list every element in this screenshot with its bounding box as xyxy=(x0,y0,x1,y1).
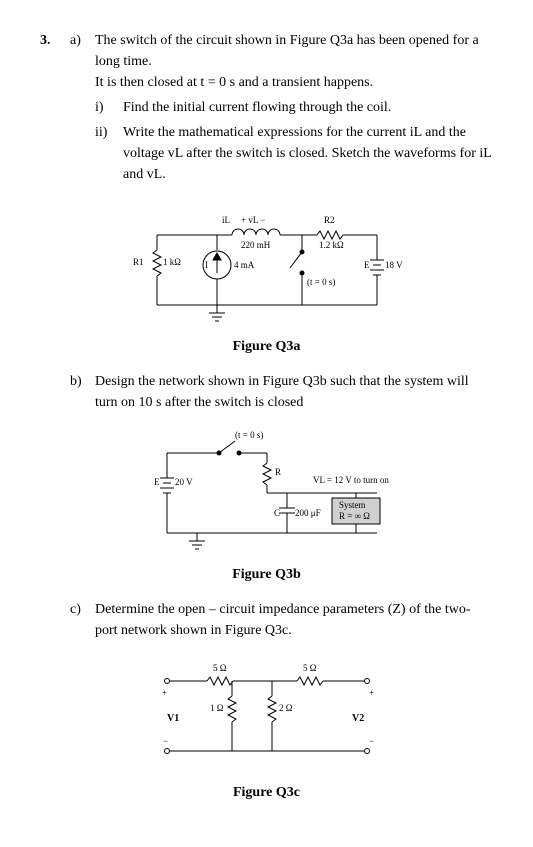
svg-text:−: − xyxy=(369,736,374,746)
fig-b-sys2: R = ∞ Ω xyxy=(339,511,370,521)
part-a-label: a) xyxy=(70,30,95,51)
fig-b-c: 200 μF xyxy=(295,508,321,518)
fig-a-vl: + vL − xyxy=(241,215,265,225)
figure-q3a-svg: iL + vL − 220 mH R2 1.2 kΩ R1 1 kΩ I 4 m… xyxy=(127,195,407,325)
subpart-i-label: i) xyxy=(95,97,123,118)
fig-b-elbl: E xyxy=(154,477,160,487)
fig-a-isrc: 4 mA xyxy=(234,260,255,270)
figure-q3a-caption: Figure Q3a xyxy=(40,336,493,357)
part-b-label: b) xyxy=(70,371,95,392)
fig-c-v2: V2 xyxy=(352,713,364,724)
figure-q3b-caption: Figure Q3b xyxy=(40,564,493,585)
fig-a-sw: (t = 0 s) xyxy=(307,277,335,287)
fig-c-r2: 2 Ω xyxy=(279,703,293,713)
figure-q3c: + + − − 5 Ω 5 Ω 1 Ω 2 Ω V1 V2 xyxy=(40,651,493,778)
fig-c-v1: V1 xyxy=(167,713,179,724)
fig-b-sys1: System xyxy=(339,500,366,510)
fig-b-clbl: C xyxy=(274,508,280,518)
fig-b-sw: (t = 0 s) xyxy=(235,430,263,440)
fig-b-r: R xyxy=(275,467,281,477)
figure-q3c-caption: Figure Q3c xyxy=(40,782,493,803)
part-a-line2: It is then closed at t = 0 s and a trans… xyxy=(95,72,493,93)
part-c-label: c) xyxy=(70,599,95,620)
fig-a-r2: 1.2 kΩ xyxy=(319,240,344,250)
part-c: c) Determine the open – circuit impedanc… xyxy=(40,599,493,641)
fig-b-vl: VL = 12 V to turn on xyxy=(313,475,389,485)
fig-a-elbl: E xyxy=(364,260,370,270)
figure-q3c-svg: + + − − 5 Ω 5 Ω 1 Ω 2 Ω V1 V2 xyxy=(137,651,397,771)
question-3: 3. a) The switch of the circuit shown in… xyxy=(40,30,493,185)
svg-text:+: + xyxy=(369,688,374,698)
subpart-i: i) Find the initial current flowing thro… xyxy=(95,97,493,118)
subpart-ii-text: Write the mathematical expressions for t… xyxy=(123,122,493,185)
subpart-i-text: Find the initial current flowing through… xyxy=(123,97,493,118)
fig-c-r5b: 5 Ω xyxy=(303,663,317,673)
part-c-text: Determine the open – circuit impedance p… xyxy=(95,599,493,641)
figure-q3a: iL + vL − 220 mH R2 1.2 kΩ R1 1 kΩ I 4 m… xyxy=(40,195,493,332)
fig-b-e: 20 V xyxy=(175,477,193,487)
svg-text:−: − xyxy=(163,736,168,746)
subpart-ii: ii) Write the mathematical expressions f… xyxy=(95,122,493,185)
fig-a-r1: 1 kΩ xyxy=(163,257,181,267)
fig-c-r1: 1 Ω xyxy=(210,703,224,713)
figure-q3b: (t = 0 s) R E 20 V C 200 μF VL = 12 V to… xyxy=(40,423,493,560)
svg-text:+: + xyxy=(162,688,167,698)
fig-a-idir: I xyxy=(205,260,208,270)
fig-a-ind: 220 mH xyxy=(241,240,271,250)
question-number: 3. xyxy=(40,30,70,51)
fig-c-r5a: 5 Ω xyxy=(213,663,227,673)
figure-q3b-svg: (t = 0 s) R E 20 V C 200 μF VL = 12 V to… xyxy=(127,423,407,553)
fig-a-il: iL xyxy=(222,215,230,225)
part-a-line1: The switch of the circuit shown in Figur… xyxy=(95,30,493,72)
fig-a-e: 18 V xyxy=(385,260,403,270)
part-b: b) Design the network shown in Figure Q3… xyxy=(40,371,493,413)
subpart-ii-label: ii) xyxy=(95,122,123,185)
part-b-text: Design the network shown in Figure Q3b s… xyxy=(95,371,493,413)
fig-a-r1lbl: R1 xyxy=(133,257,144,267)
part-a-content: The switch of the circuit shown in Figur… xyxy=(95,30,493,185)
fig-a-r2lbl: R2 xyxy=(324,215,335,225)
